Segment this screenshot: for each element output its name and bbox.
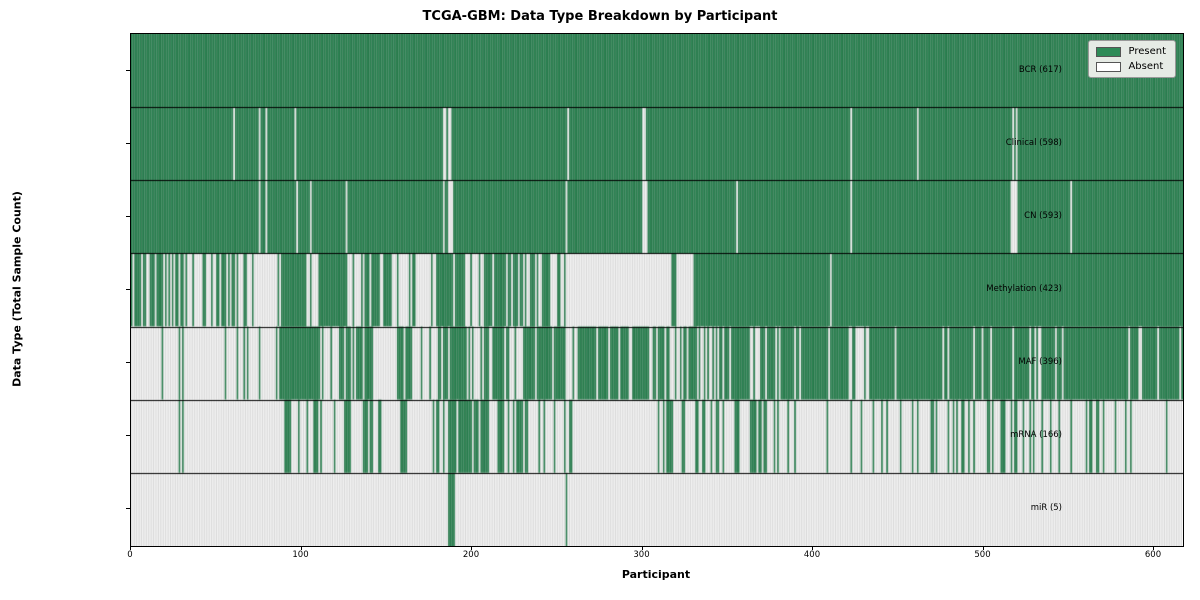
legend-label: Absent [1128,61,1164,72]
legend-item-absent: Absent [1096,61,1166,72]
y-tick-mark [126,362,130,364]
y-tick-mark [126,69,130,71]
x-tick-mark [130,546,131,550]
legend-swatch-present [1096,46,1122,57]
x-tick-label-400: 400 [803,550,821,560]
x-axis-label: Participant [621,568,691,581]
legend-item-present: Present [1096,46,1166,57]
x-tick-mark [471,546,472,550]
x-tick-mark [300,546,302,550]
y-axis-label: Data Type (Total Sample Count) [10,191,24,387]
legend-swatch-absent [1096,61,1122,72]
legend: Present Absent [1088,40,1176,78]
x-tick-label-100: 100 [292,550,309,560]
y-tick-mark [126,215,130,217]
y-tick-mark [126,435,130,437]
heatmap-canvas [131,34,1183,546]
y-tick-label-Methylation: Methylation (423) [986,284,1062,294]
y-tick-label-miR: miR (5) [1030,503,1062,514]
x-tick-label-300: 300 [633,550,650,560]
x-tick-mark [1153,546,1154,550]
y-tick-mark [126,508,130,510]
x-tick-mark [812,546,813,550]
x-tick-label-500: 500 [974,550,991,560]
plot-area: Present Absent [130,33,1184,547]
chart-title: TCGA-GBM: Data Type Breakdown by Partici… [422,9,778,24]
y-tick-label-Clinical: Clinical (598) [1005,137,1062,148]
y-tick-mark [126,142,130,144]
y-tick-mark [126,289,130,290]
x-tick-label-600: 600 [1144,550,1162,560]
y-tick-label-BCR: BCR (617) [1018,64,1062,75]
y-tick-label-mRNA: mRNA (166) [1010,430,1062,441]
y-tick-label-CN: CN (593) [1024,210,1062,221]
x-tick-label-0: 0 [127,550,133,560]
legend-label: Present [1128,46,1166,57]
y-tick-label-MAF: MAF (396) [1018,357,1062,368]
x-tick-mark [641,546,643,550]
x-tick-label-200: 200 [462,550,480,560]
x-tick-mark [982,546,984,550]
